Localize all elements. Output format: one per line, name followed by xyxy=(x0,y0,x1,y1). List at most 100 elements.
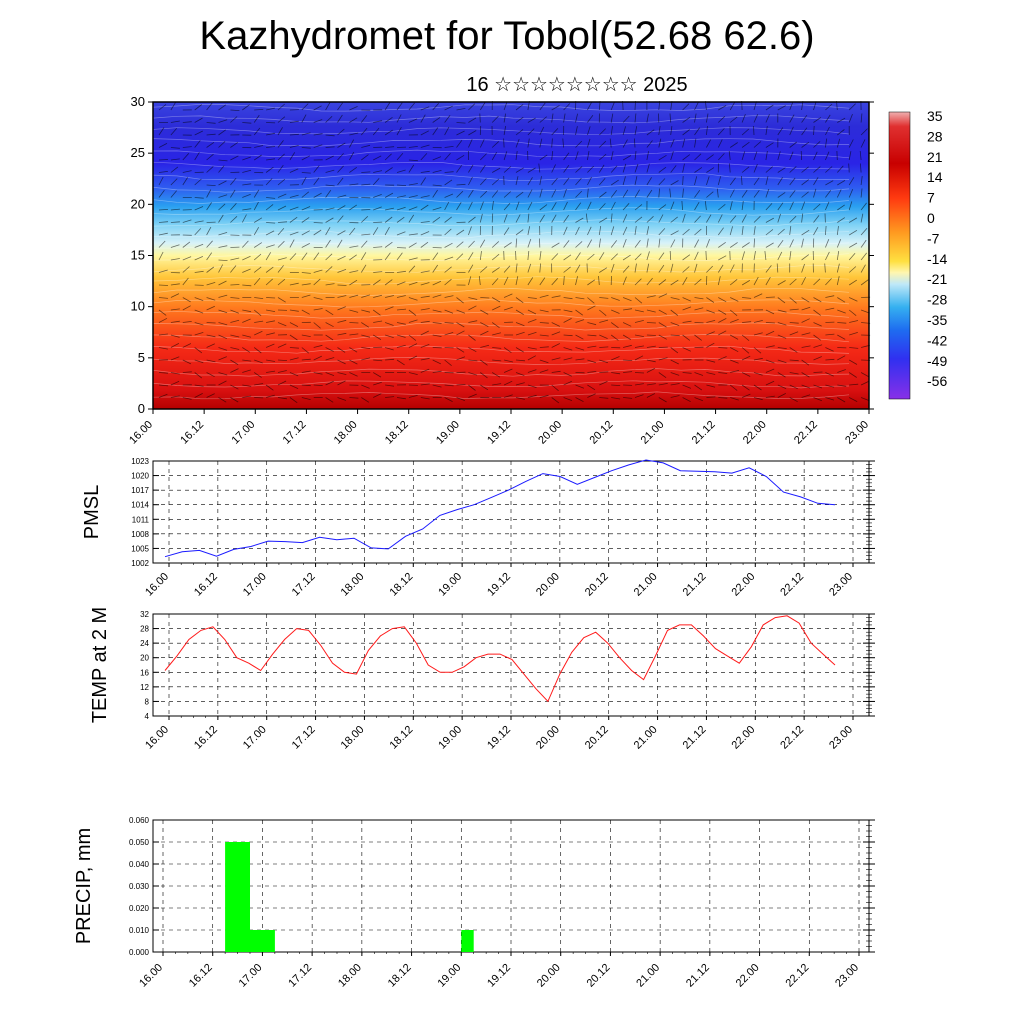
wind-barb xyxy=(658,309,667,315)
wind-barb xyxy=(706,320,716,323)
wind-barb xyxy=(456,309,466,314)
x-tick-label: 20.12 xyxy=(583,724,611,752)
wind-barb xyxy=(563,113,566,123)
isoline xyxy=(152,299,850,308)
wind-barb xyxy=(587,201,592,211)
wind-barb xyxy=(206,334,216,338)
wind-barb xyxy=(670,151,674,161)
wind-barb xyxy=(646,359,656,363)
wind-barb xyxy=(825,397,835,401)
wind-barb xyxy=(777,192,786,198)
wind-barb xyxy=(194,347,203,354)
wind-barb xyxy=(730,397,739,401)
wind-barb xyxy=(432,280,442,286)
wind-barb xyxy=(527,309,537,315)
wind-barb xyxy=(837,180,846,186)
wind-barb xyxy=(337,142,346,148)
wind-barb xyxy=(860,213,864,223)
wind-barb xyxy=(741,175,743,186)
wind-barb xyxy=(158,104,167,111)
wind-barb xyxy=(849,332,858,336)
wind-barb xyxy=(801,254,810,261)
wind-barb xyxy=(730,297,739,302)
wind-barb xyxy=(468,103,476,111)
wind-barb xyxy=(456,122,466,124)
wind-barb xyxy=(646,129,655,136)
wind-barb xyxy=(789,322,799,324)
wind-barb xyxy=(813,188,817,198)
wind-barb xyxy=(432,322,442,324)
wind-barb xyxy=(801,191,809,198)
wind-barb xyxy=(206,226,212,236)
wind-barb xyxy=(706,342,715,348)
wind-barb xyxy=(289,347,299,349)
wind-barb xyxy=(360,252,367,261)
wind-barb xyxy=(825,347,834,352)
wind-barb xyxy=(254,320,264,323)
wind-barb xyxy=(694,153,702,161)
wind-barb xyxy=(170,283,180,286)
wind-barb xyxy=(420,383,430,386)
x-tick-label: 23.00 xyxy=(827,724,855,752)
wind-barb xyxy=(599,359,609,364)
y-tick-label: 1014 xyxy=(131,501,149,510)
wind-barb xyxy=(777,177,783,186)
wind-barb xyxy=(670,334,680,337)
wind-barb xyxy=(599,267,608,273)
wind-barb xyxy=(325,116,333,123)
wind-barb xyxy=(289,384,299,389)
wind-barb xyxy=(669,188,672,198)
wind-barb xyxy=(801,384,811,389)
x-tick-label: 18.00 xyxy=(336,962,364,990)
wind-barb xyxy=(408,102,415,111)
wind-barb xyxy=(836,251,840,261)
wind-barb xyxy=(337,306,346,311)
wind-barb xyxy=(158,232,168,236)
wind-barb xyxy=(277,103,285,111)
wind-barb xyxy=(551,214,557,223)
wind-barb xyxy=(789,251,792,261)
wind-barb xyxy=(658,383,668,386)
wind-barb xyxy=(349,139,355,148)
wind-barb xyxy=(206,184,216,186)
wind-barb xyxy=(718,255,727,261)
wind-barb xyxy=(563,297,573,300)
wind-barb xyxy=(492,347,502,349)
wind-barb xyxy=(503,306,513,311)
wind-barb xyxy=(432,103,439,111)
wind-barb xyxy=(575,177,582,186)
wind-barb xyxy=(313,252,320,261)
wind-barb xyxy=(432,384,442,388)
wind-barb xyxy=(801,297,810,303)
wind-barb xyxy=(527,138,530,148)
wind-barb xyxy=(206,266,215,273)
wind-barb xyxy=(468,320,478,323)
wind-barb xyxy=(432,117,441,123)
wind-barb xyxy=(444,152,451,161)
wind-barb xyxy=(587,239,593,248)
wind-barb xyxy=(789,215,797,223)
wind-barb xyxy=(837,129,845,136)
wind-barb xyxy=(265,384,274,391)
wind-barb xyxy=(277,359,288,361)
wind-barb xyxy=(218,347,228,351)
wind-barb xyxy=(849,397,858,402)
wind-barb xyxy=(753,357,763,361)
wind-barb xyxy=(527,238,532,248)
y-tick-label: 10 xyxy=(131,299,145,314)
wind-barb xyxy=(801,238,804,248)
wind-barb xyxy=(848,163,850,173)
wind-barb xyxy=(468,334,476,341)
wind-barb xyxy=(277,240,285,248)
wind-barb xyxy=(420,195,430,198)
wind-barb xyxy=(563,152,570,161)
wind-barb xyxy=(836,263,840,273)
wind-barb xyxy=(527,384,537,388)
wind-barb xyxy=(301,334,311,337)
wind-barb xyxy=(170,120,180,123)
wind-barb xyxy=(694,101,699,111)
wind-barb xyxy=(789,177,796,186)
wind-barb xyxy=(230,309,239,314)
wind-barb xyxy=(277,322,287,327)
wind-barb xyxy=(622,214,628,223)
